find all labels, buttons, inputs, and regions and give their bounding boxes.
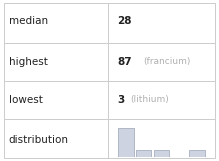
Text: (lithium): (lithium) [130,95,169,104]
Text: 3: 3 [117,95,124,105]
Bar [136,150,151,157]
Bar [154,150,169,157]
Text: lowest: lowest [9,95,43,105]
Text: 87: 87 [117,57,132,67]
Text: highest: highest [9,57,48,67]
Bar [118,128,134,157]
Text: (francium): (francium) [143,57,191,66]
Text: distribution: distribution [9,135,69,145]
Text: 28: 28 [117,16,132,26]
Text: median: median [9,16,48,26]
Bar [189,150,205,157]
